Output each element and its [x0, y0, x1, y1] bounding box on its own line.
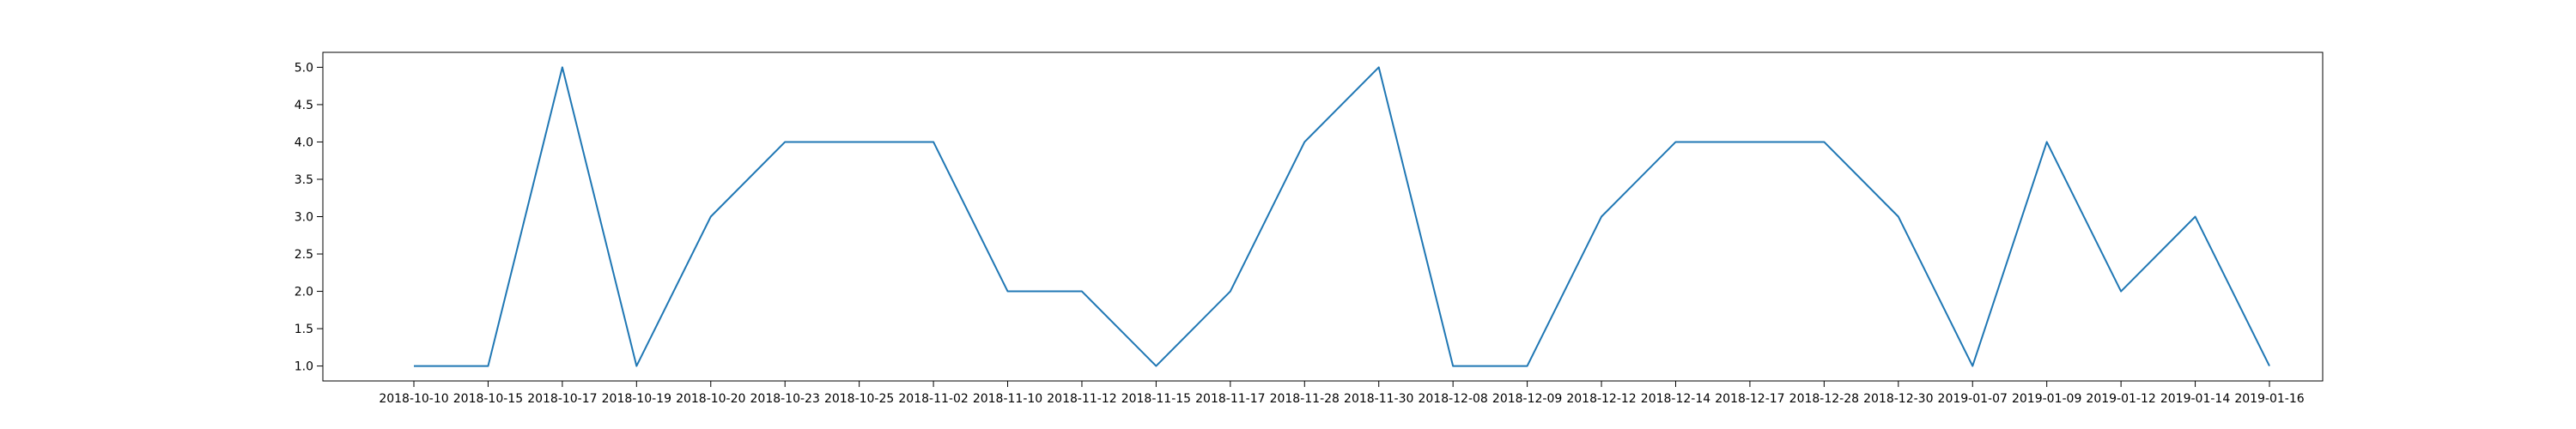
x-tick-label: 2018-10-25	[824, 392, 894, 406]
x-tick-label: 2018-11-10	[973, 392, 1042, 406]
x-tick-label: 2018-10-19	[602, 392, 671, 406]
x-tick-label: 2018-10-20	[676, 392, 745, 406]
y-axis: 1.0 1.5 2.0 2.5 3.0 3.5 4.0 4.5 5.0	[295, 61, 323, 374]
x-axis: 2018-10-10 2018-10-15 2018-10-17 2018-10-19…	[379, 381, 2305, 406]
x-tick-label: 2018-12-30	[1863, 392, 1933, 406]
y-tick-label: 3.5	[295, 173, 313, 187]
y-tick-label: 2.5	[295, 248, 313, 262]
y-tick-label: 1.0	[295, 360, 313, 374]
x-tick-label: 2018-11-30	[1344, 392, 1413, 406]
x-tick-label: 2019-01-07	[1938, 392, 2008, 406]
x-tick-label: 2018-11-15	[1121, 392, 1191, 406]
x-tick-label: 2018-10-15	[453, 392, 523, 406]
x-tick-label: 2018-12-12	[1566, 392, 1636, 406]
x-tick-label: 2019-01-12	[2086, 392, 2155, 406]
x-tick-label: 2018-10-10	[379, 392, 448, 406]
series-layer	[414, 66, 2270, 367]
x-tick-label: 2018-12-08	[1418, 392, 1487, 406]
x-tick-label: 2018-12-28	[1789, 392, 1859, 406]
y-tick-label: 3.0	[295, 211, 313, 225]
x-tick-label: 2018-11-02	[898, 392, 968, 406]
x-tick-label: 2018-11-12	[1047, 392, 1116, 406]
x-tick-label: 2018-10-17	[527, 392, 597, 406]
x-tick-label: 2018-10-23	[750, 392, 820, 406]
x-tick-label: 2018-12-17	[1715, 392, 1784, 406]
x-tick-label: 2018-11-28	[1270, 392, 1340, 406]
y-tick-label: 2.0	[295, 286, 313, 299]
y-tick-label: 4.0	[295, 136, 313, 149]
x-tick-label: 2018-12-14	[1641, 392, 1710, 406]
x-tick-label: 2018-11-17	[1195, 392, 1265, 406]
plot-area-frame	[322, 51, 2324, 382]
x-tick-label: 2019-01-09	[2012, 392, 2081, 406]
y-tick-label: 1.5	[295, 323, 313, 336]
y-tick-label: 4.5	[295, 99, 313, 112]
x-tick-label: 2019-01-16	[2234, 392, 2304, 406]
x-tick-label: 2018-12-09	[1492, 392, 1562, 406]
series-line	[414, 66, 2270, 367]
x-tick-label: 2019-01-14	[2160, 392, 2230, 406]
y-tick-label: 5.0	[295, 61, 313, 75]
